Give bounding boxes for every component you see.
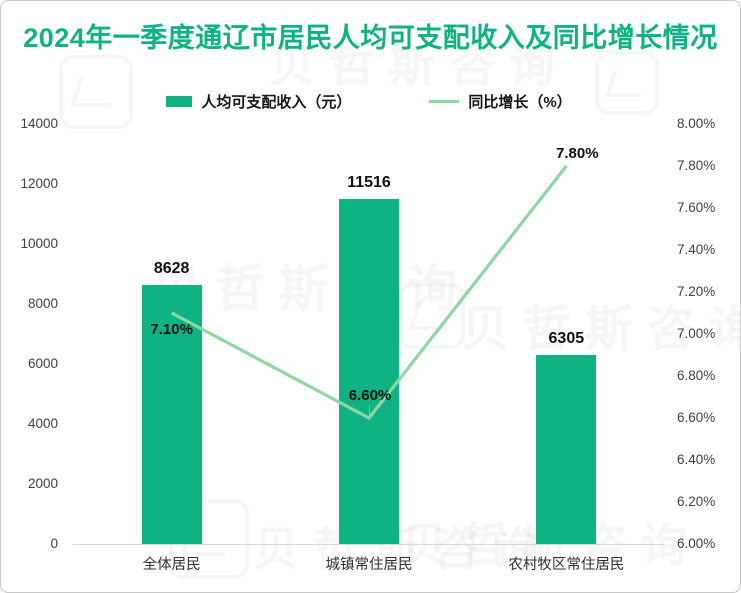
legend-item-growth: 同比增长（%） [429,91,572,112]
growth-point-label: 7.80% [556,145,599,162]
right-axis-tick: 7.80% [677,158,716,173]
x-axis-baseline [73,544,665,545]
left-axis-tick: 10000 [20,236,58,251]
left-axis-tick: 4000 [27,416,58,431]
left-axis-tick: 8000 [27,296,58,311]
right-axis-tick: 7.60% [677,200,716,215]
right-axis-tick: 6.00% [677,536,716,551]
bar-series-swatch-icon [166,96,193,107]
category-label: 全体居民 [142,557,201,573]
left-axis-tick: 14000 [20,116,58,131]
left-axis-tick: 6000 [27,356,58,371]
right-axis-tick: 6.60% [677,410,716,425]
growth-point-label: 7.10% [150,321,193,338]
watermark-logo [59,55,133,129]
right-axis-tick: 8.00% [677,116,716,131]
legend-item-income: 人均可支配收入（元） [166,91,351,112]
growth-point-label: 6.60% [348,387,392,404]
right-axis-tick: 6.20% [677,494,716,509]
watermark: 贝哲斯咨询 [269,39,569,91]
right-axis-tick: 7.00% [677,326,716,341]
line-series-swatch-icon [429,100,460,103]
legend-label-growth: 同比增长（%） [468,94,572,111]
right-axis-tick: 7.40% [677,242,716,257]
category-label: 农村牧区常住居民 [508,557,625,573]
right-axis-tick: 6.80% [677,368,716,383]
right-axis-tick: 6.40% [677,452,716,467]
left-axis-tick: 2000 [27,476,58,491]
left-axis-tick: 0 [50,536,58,551]
chart-title: 2024年一季度通辽市居民人均可支配收入及同比增长情况 [23,23,718,53]
legend-label-income: 人均可支配收入（元） [201,94,352,111]
right-axis-tick: 7.20% [677,284,716,299]
left-axis-tick: 12000 [20,176,58,191]
watermark-logo [595,51,659,115]
category-label: 城镇常住居民 [325,557,413,573]
legend: 人均可支配收入（元） 同比增长（%） [73,91,665,112]
